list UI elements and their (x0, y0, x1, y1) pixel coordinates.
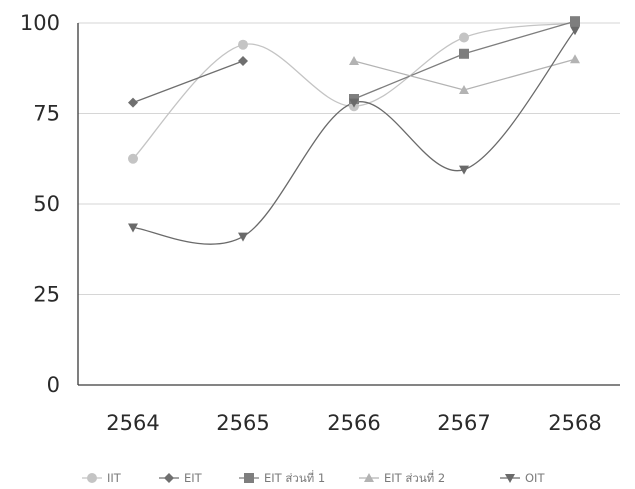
series-markers (128, 16, 580, 242)
data-point (128, 97, 138, 108)
series-lines (132, 20, 576, 245)
data-point (238, 232, 248, 242)
data-point (459, 84, 469, 94)
y-tick-label: 25 (33, 283, 60, 307)
data-point (570, 16, 580, 27)
data-point (238, 39, 248, 50)
legend-label: OIT (525, 471, 545, 485)
y-tick-label: 100 (20, 11, 60, 35)
legend-label: EIT ส่วนที่ 1 (264, 470, 325, 485)
y-tick-label: 75 (33, 102, 60, 126)
x-tick-label: 2567 (437, 411, 490, 435)
x-axis-ticks: 2564 2565 2566 2567 2568 (106, 411, 601, 435)
data-point (238, 56, 248, 67)
data-point (459, 48, 469, 59)
legend-marker (364, 473, 374, 482)
data-point (570, 26, 580, 36)
data-point (459, 32, 469, 43)
data-point (128, 153, 138, 164)
legend-label: EIT ส่วนที่ 2 (384, 470, 445, 485)
x-tick-label: 2568 (548, 411, 601, 435)
legend-marker (164, 473, 174, 483)
y-tick-label: 0 (47, 373, 60, 397)
axes (77, 23, 620, 386)
legend-marker (505, 474, 515, 483)
legend: IIT EIT EIT ส่วนที่ 1 EIT ส่วนที่ 2 OIT (82, 470, 545, 485)
data-point (128, 223, 138, 233)
x-tick-label: 2566 (327, 411, 380, 435)
x-tick-label: 2564 (106, 411, 159, 435)
legend-label: IIT (107, 471, 122, 485)
data-point (459, 165, 469, 175)
legend-label: EIT (184, 471, 203, 485)
data-point (349, 98, 359, 108)
y-axis-ticks: 0 25 50 75 100 (20, 11, 60, 397)
series-line-0 (132, 22, 576, 160)
legend-marker (87, 473, 97, 483)
y-tick-label: 50 (33, 192, 60, 216)
series-line-1 (132, 60, 244, 104)
data-point (349, 56, 359, 66)
data-point (570, 54, 580, 64)
gridlines (78, 22, 620, 295)
legend-marker (244, 473, 254, 483)
x-tick-label: 2565 (216, 411, 269, 435)
